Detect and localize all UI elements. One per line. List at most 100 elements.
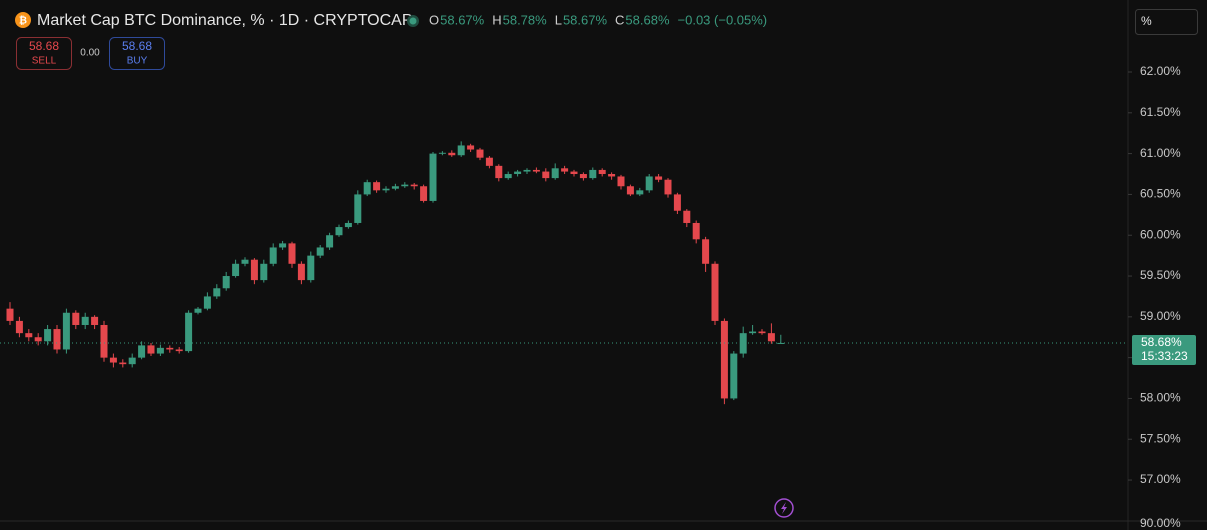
last-price-label: 58.68% xyxy=(1141,335,1182,349)
candle-body xyxy=(570,171,578,175)
candle-body xyxy=(448,152,456,156)
ohlc-value: 58.68% xyxy=(625,12,670,27)
candle-body xyxy=(335,227,343,236)
candle-body xyxy=(730,353,738,399)
candle-body xyxy=(664,179,672,195)
event-icon[interactable] xyxy=(774,498,794,518)
candle-body xyxy=(636,190,644,195)
candle-body xyxy=(109,357,117,363)
y-tick-label: 57.50% xyxy=(1140,431,1181,445)
candle-body xyxy=(608,174,616,177)
candle-body xyxy=(232,263,240,277)
candle-body xyxy=(260,263,268,281)
candle-body xyxy=(363,182,371,195)
candle-body xyxy=(551,168,559,179)
candle-body xyxy=(429,153,437,201)
candle-body xyxy=(720,320,728,399)
sell-label: SELL xyxy=(32,56,57,67)
candle-body xyxy=(673,194,681,211)
candle-body xyxy=(420,186,428,201)
change-text: −0.03 (−0.05%) xyxy=(678,12,768,27)
ohlc-key: L xyxy=(555,12,562,27)
candle-body xyxy=(382,188,390,191)
candle-body xyxy=(156,347,164,354)
sell-button[interactable] xyxy=(16,37,72,70)
candle-body xyxy=(62,312,70,350)
ohlc-value: 58.67% xyxy=(440,12,485,27)
candle-body xyxy=(147,345,155,354)
sell-price: 58.68 xyxy=(29,39,59,53)
candle-body xyxy=(269,247,277,264)
lower-pane-label: 90.00% xyxy=(1140,516,1181,530)
candle-body xyxy=(758,331,766,334)
candle-body xyxy=(119,362,127,365)
candle-body xyxy=(81,316,89,325)
y-tick-label: 61.50% xyxy=(1140,105,1181,119)
ohlc-legend: O 58.67% H 58.78% L 58.67% C 58.68% xyxy=(429,12,670,27)
countdown: 15:33:23 xyxy=(1141,349,1188,363)
buy-price: 58.68 xyxy=(122,39,152,53)
candle-body xyxy=(34,337,42,342)
candle-body xyxy=(72,312,80,325)
spread: 0.00 xyxy=(80,48,100,59)
candle-body xyxy=(213,288,221,297)
candle-body xyxy=(222,276,230,289)
candle-body xyxy=(128,357,136,365)
candles xyxy=(6,141,785,405)
candle-body xyxy=(203,296,211,309)
candle-body xyxy=(692,222,700,240)
scale-button[interactable] xyxy=(1135,9,1198,35)
y-tick-label: 62.00% xyxy=(1140,64,1181,78)
chart-title: Market Cap BTC Dominance, % · 1D · CRYPT… xyxy=(37,12,413,29)
candle-body xyxy=(307,255,315,281)
y-tick-label: 59.50% xyxy=(1140,268,1181,282)
scale-button-label: % xyxy=(1141,14,1152,28)
candle-body xyxy=(476,149,484,158)
buy-label: BUY xyxy=(127,56,148,67)
candle-body xyxy=(457,145,465,156)
candle-body xyxy=(194,308,202,313)
candle-body xyxy=(617,176,625,187)
ohlc-key: O xyxy=(429,12,439,27)
candle-body xyxy=(645,176,653,191)
candle-body xyxy=(495,165,503,179)
y-tick-label: 61.00% xyxy=(1140,146,1181,160)
candle-body xyxy=(279,243,287,248)
ohlc-key: C xyxy=(615,12,624,27)
y-tick-label: 60.00% xyxy=(1140,227,1181,241)
ohlc-value: 58.67% xyxy=(563,12,608,27)
candle-body xyxy=(15,320,23,334)
y-tick-label: 60.50% xyxy=(1140,187,1181,201)
candle-body xyxy=(44,329,52,342)
candle-body xyxy=(25,333,33,338)
candle-body xyxy=(326,235,334,248)
candle-body xyxy=(485,157,493,166)
candle-body xyxy=(739,333,747,354)
candle-body xyxy=(767,333,775,342)
candle-body xyxy=(138,345,146,358)
candle-body xyxy=(354,194,362,223)
candle-body xyxy=(532,169,540,172)
status-dot xyxy=(409,17,417,25)
candle-body xyxy=(711,263,719,321)
candle-body xyxy=(749,331,757,334)
ohlc-value: 58.78% xyxy=(503,12,548,27)
candle-body xyxy=(100,324,108,358)
candle-body xyxy=(702,239,710,264)
candle-body xyxy=(542,171,550,179)
btc-icon xyxy=(15,12,31,28)
y-tick-label: 58.00% xyxy=(1140,391,1181,405)
candle-body xyxy=(344,222,352,228)
candle-body xyxy=(53,329,61,350)
last-price-badge xyxy=(1132,334,1196,365)
candle-body xyxy=(250,259,258,281)
candle-body xyxy=(504,174,512,179)
candle-body xyxy=(91,316,99,325)
candle-body xyxy=(391,186,399,189)
candle-body xyxy=(579,174,587,179)
candle-body xyxy=(589,169,597,179)
candle-body xyxy=(6,308,14,321)
buy-button[interactable] xyxy=(109,37,165,70)
candle-body xyxy=(438,152,446,154)
